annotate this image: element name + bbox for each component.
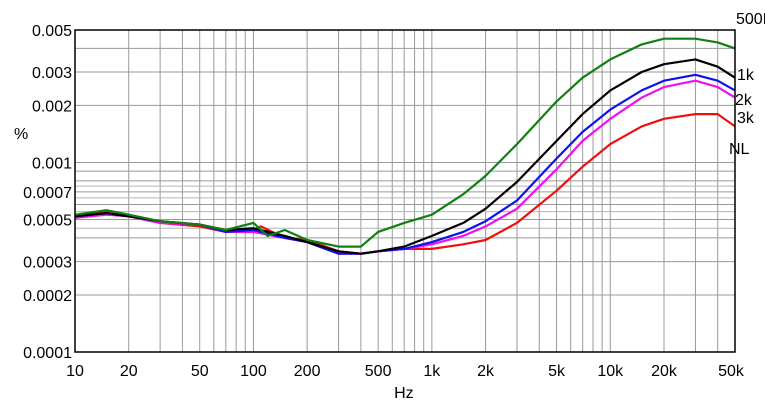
y-tick-label: 0.0002 — [23, 288, 72, 305]
y-tick-label: 0.0003 — [23, 255, 72, 272]
x-tick-label: 20 — [120, 363, 138, 380]
x-tick-label: 10k — [597, 363, 624, 380]
x-axis-label: Hz — [394, 385, 414, 402]
y-tick-label: 0.0007 — [23, 185, 72, 202]
y-tick-label: 0.0001 — [23, 345, 72, 362]
y-tick-label: 0.0005 — [23, 213, 72, 230]
x-tick-label: 500 — [365, 363, 392, 380]
x-tick-label: 20k — [651, 363, 678, 380]
y-tick-label: 0.005 — [32, 23, 72, 40]
y-tick-labels: 0.005 0.003 0.002 0.001 0.0007 0.0005 0.0003 0.… — [23, 23, 72, 362]
series-label-1k: 1k — [737, 67, 755, 84]
y-tick-label: 0.001 — [32, 155, 72, 172]
x-tick-label: 2k — [477, 363, 495, 380]
series-label-2k: 2k — [735, 92, 753, 109]
series-line-500r — [74, 37, 736, 248]
x-tick-label: 50 — [191, 363, 209, 380]
y-tick-label: 0.002 — [32, 98, 72, 115]
x-tick-label: 1k — [423, 363, 441, 380]
y-tick-label: 0.003 — [32, 65, 72, 82]
minor-grid — [75, 30, 735, 352]
x-tick-label: 10 — [66, 363, 84, 380]
y-axis-label: % — [14, 126, 28, 143]
series-label-nl: NL — [729, 141, 750, 158]
x-tick-label: 5k — [548, 363, 566, 380]
x-tick-label: 200 — [294, 363, 321, 380]
x-tick-label: 100 — [240, 363, 267, 380]
series-label-500r: 500R — [736, 11, 765, 28]
x-tick-labels: 10 20 50 100 200 500 1k 2k 5k 10k 20k 50k — [66, 363, 745, 380]
plot-frame — [74, 29, 736, 353]
series-label-3k: 3k — [737, 110, 755, 127]
series-layer — [74, 37, 736, 255]
x-tick-label: 50k — [718, 363, 745, 380]
